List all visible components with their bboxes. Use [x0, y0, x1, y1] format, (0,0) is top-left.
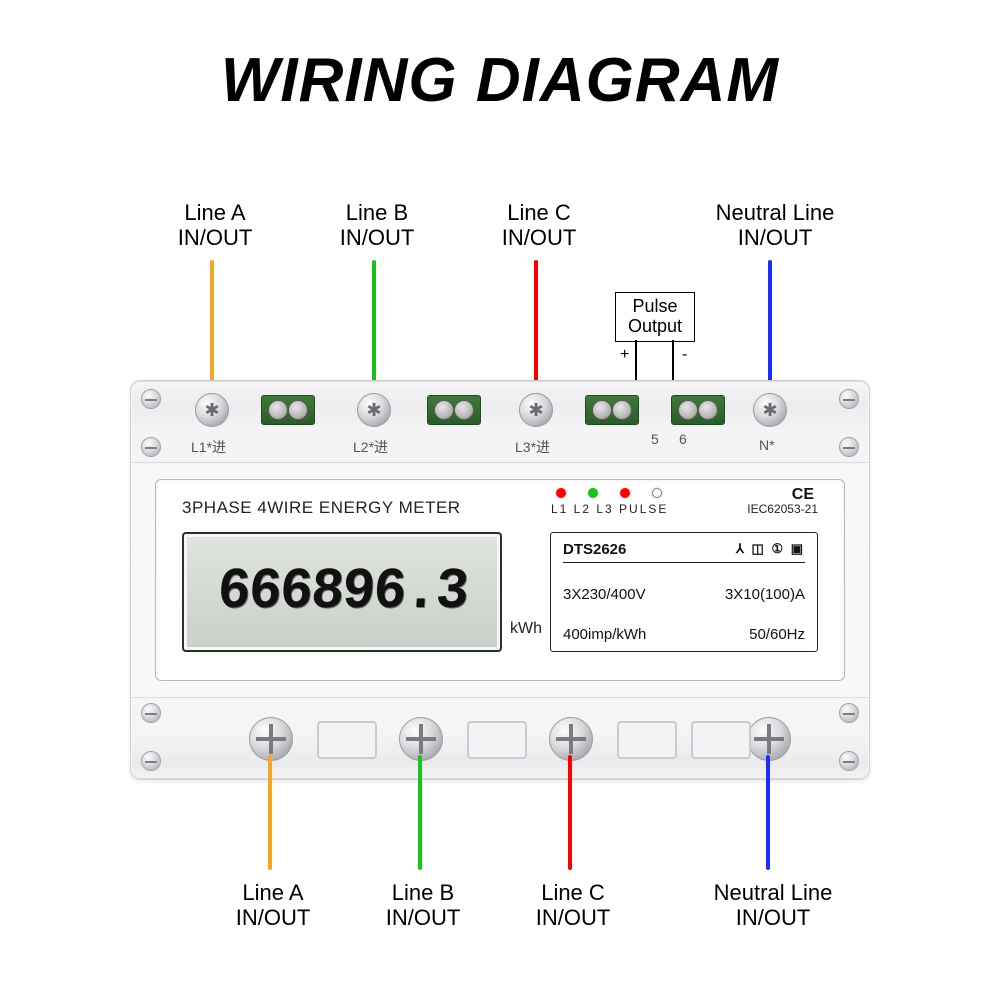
cover-screw-icon: [839, 751, 859, 771]
label-bottom-line-b: Line B IN/OUT: [368, 880, 478, 931]
cover-screw-icon: [141, 703, 161, 723]
label-top-line-a: Line A IN/OUT: [160, 200, 270, 251]
cover-screw-icon: [141, 389, 161, 409]
meter-type-label: 3PHASE 4WIRE ENERGY METER: [182, 498, 461, 518]
cover-screw-icon: [141, 751, 161, 771]
label-top-neutral: Neutral Line IN/OUT: [700, 200, 850, 251]
terminal-label-l2: L2*进: [353, 437, 388, 457]
terminal-label-l3: L3*进: [515, 437, 550, 457]
terminal-block-pulse: [671, 395, 725, 425]
led-l2-icon: [588, 488, 598, 498]
terminal-screw-l3: [519, 393, 553, 427]
terminal-block-icon: [585, 395, 639, 425]
bottom-cutout: [617, 721, 677, 759]
bottom-cutout: [467, 721, 527, 759]
label-bottom-line-c: Line C IN/OUT: [518, 880, 628, 931]
model-number: DTS2626: [563, 541, 626, 558]
cover-screw-icon: [839, 703, 859, 723]
terminal-block-icon: [261, 395, 315, 425]
spec-imp: 400imp/kWh: [563, 626, 646, 643]
spec-plate: DTS2626 ⅄ ◫ ① ▣ 3X230/400V 3X10(100)A 40…: [550, 532, 818, 652]
terminal-screw-l1: [195, 393, 229, 427]
meter-face-panel: 3PHASE 4WIRE ENERGY METER L1 L2 L3 PULSE…: [155, 479, 845, 681]
label-bottom-line-a: Line A IN/OUT: [218, 880, 328, 931]
spec-freq: 50/60Hz: [749, 626, 805, 643]
terminal-label-5: 5: [651, 431, 659, 447]
led-labels: L1 L2 L3 PULSE: [551, 502, 668, 516]
spec-current: 3X10(100)A: [725, 586, 805, 603]
terminal-block-icon: [427, 395, 481, 425]
energy-meter-device: L1*进 L2*进 L3*进 5 6 N* 3PHASE 4WIRE ENERG…: [130, 380, 870, 780]
bottom-cutout: [317, 721, 377, 759]
spec-voltage: 3X230/400V: [563, 586, 646, 603]
terminal-label-n: N*: [759, 437, 775, 453]
wire-bottom-c: [568, 755, 572, 870]
label-bottom-neutral: Neutral Line IN/OUT: [698, 880, 848, 931]
wire-bottom-a: [268, 755, 272, 870]
iec-standard: IEC62053-21: [747, 502, 818, 516]
lcd-reading: 666896.3: [215, 560, 469, 625]
pulse-output-box: Pulse Output: [615, 292, 695, 342]
wire-bottom-b: [418, 755, 422, 870]
terminal-label-l1: L1*进: [191, 437, 226, 457]
cover-screw-icon: [141, 437, 161, 457]
page-title: WIRING DIAGRAM: [0, 45, 1000, 116]
led-l1-icon: [556, 488, 566, 498]
unit-kwh: kWh: [510, 620, 542, 638]
spec-symbols: ⅄ ◫ ① ▣: [736, 541, 805, 558]
pulse-minus-sign: -: [682, 346, 687, 364]
terminal-label-6: 6: [679, 431, 687, 447]
pulse-plus-sign: +: [620, 346, 629, 364]
lcd-display: 666896.3: [182, 532, 502, 652]
terminal-screw-n: [753, 393, 787, 427]
terminal-screw-l2: [357, 393, 391, 427]
led-l3-icon: [620, 488, 630, 498]
label-top-line-c: Line C IN/OUT: [484, 200, 594, 251]
led-pulse-icon: [652, 488, 662, 498]
wire-bottom-n: [766, 755, 770, 870]
cover-screw-icon: [839, 389, 859, 409]
led-row: [556, 488, 662, 498]
bottom-cutout: [691, 721, 751, 759]
label-top-line-b: Line B IN/OUT: [322, 200, 432, 251]
cover-screw-icon: [839, 437, 859, 457]
